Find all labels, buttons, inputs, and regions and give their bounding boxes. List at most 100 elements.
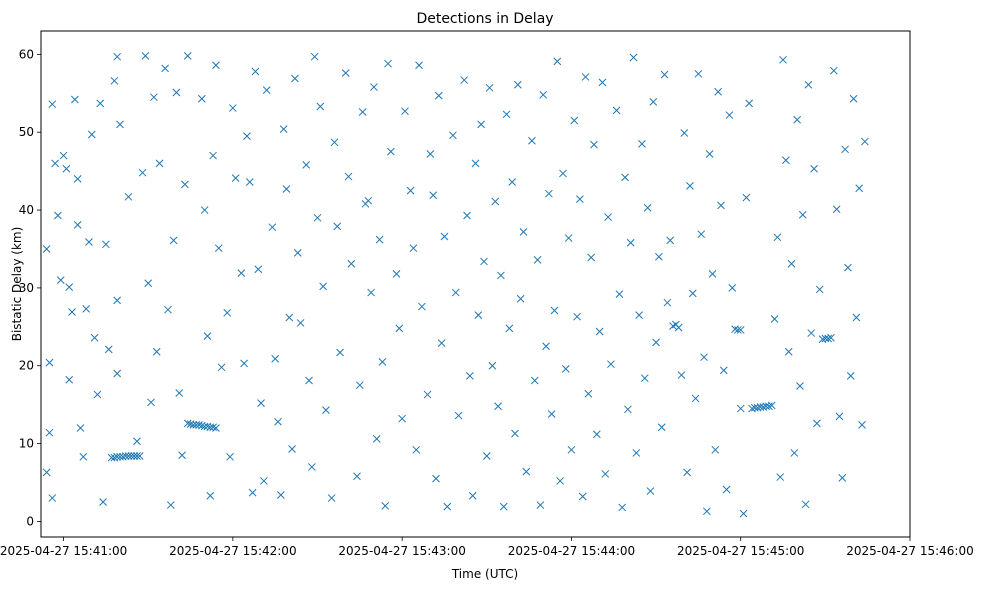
data-point — [310, 52, 319, 61]
data-point — [728, 284, 737, 292]
data-point — [93, 390, 102, 399]
data-point — [502, 110, 511, 119]
data-point — [124, 192, 133, 201]
data-point — [604, 213, 612, 221]
data-point — [779, 55, 787, 64]
data-point — [203, 332, 212, 341]
data-point — [127, 452, 136, 460]
data-point — [516, 294, 525, 303]
data-point — [237, 269, 246, 277]
data-point — [99, 498, 107, 506]
data-point — [248, 488, 257, 497]
data-point — [584, 389, 593, 398]
data-point — [508, 178, 517, 186]
data-point — [48, 100, 57, 109]
data-point — [262, 86, 271, 95]
data-point — [175, 389, 184, 397]
data-point — [226, 452, 234, 461]
data-point — [48, 494, 57, 502]
data-point — [434, 91, 443, 100]
data-point — [686, 182, 694, 190]
data-point — [245, 178, 254, 186]
data-point — [657, 423, 666, 432]
data-point — [144, 279, 153, 288]
data-point — [643, 203, 652, 212]
data-point — [285, 313, 294, 322]
data-point — [485, 83, 494, 92]
data-point — [291, 74, 299, 83]
data-point — [45, 358, 54, 367]
data-point — [56, 276, 65, 284]
data-point — [466, 372, 474, 380]
data-point — [150, 93, 158, 102]
data-point — [835, 412, 844, 421]
data-point — [810, 164, 818, 173]
data-point — [90, 333, 99, 342]
x-tick-label: 2025-04-27 15:44:00 — [508, 544, 635, 558]
x-axis: 2025-04-27 15:41:00 2025-04-27 15:42:00 20… — [0, 537, 974, 558]
data-point — [629, 53, 638, 62]
data-point — [206, 491, 215, 500]
data-point — [626, 238, 635, 247]
data-point — [528, 136, 536, 145]
data-point — [353, 472, 361, 481]
data-point — [719, 366, 728, 375]
data-point — [530, 376, 539, 385]
data-point — [116, 120, 124, 129]
data-point — [497, 271, 505, 280]
data-point — [736, 404, 745, 413]
data-point — [550, 306, 559, 315]
data-point — [426, 150, 435, 158]
y-tick-label: 50 — [19, 125, 34, 139]
data-point — [813, 419, 821, 428]
data-point — [700, 353, 708, 362]
data-point — [209, 151, 217, 160]
data-point — [838, 473, 847, 482]
data-point — [330, 138, 339, 147]
data-point — [375, 235, 384, 244]
data-point — [305, 376, 313, 385]
data-point — [274, 417, 282, 426]
y-tick-label: 60 — [19, 47, 34, 61]
data-point — [556, 477, 564, 485]
x-tick-label: 2025-04-27 15:45:00 — [677, 544, 804, 558]
data-point — [76, 424, 85, 432]
x-axis-label: Time (UTC) — [451, 567, 518, 581]
data-point — [451, 288, 460, 297]
data-point — [164, 305, 172, 314]
data-point — [141, 52, 150, 60]
data-point — [214, 244, 223, 253]
data-point — [640, 374, 649, 383]
data-point — [288, 445, 296, 453]
data-point — [533, 256, 542, 264]
data-point — [82, 305, 90, 313]
data-point — [197, 94, 206, 103]
data-point — [135, 452, 144, 460]
y-tick-label: 40 — [19, 203, 34, 217]
data-point — [432, 474, 440, 483]
data-point — [409, 244, 418, 253]
data-point — [705, 150, 714, 158]
data-point — [725, 111, 734, 119]
data-point — [471, 159, 480, 168]
data-point — [522, 467, 531, 476]
data-point — [646, 487, 655, 495]
data-point — [601, 470, 610, 478]
data-point — [113, 452, 122, 461]
data-point — [621, 173, 629, 182]
data-point — [412, 445, 421, 454]
data-point — [570, 116, 579, 125]
data-point — [454, 411, 463, 420]
data-point — [505, 324, 514, 333]
data-point — [511, 429, 519, 438]
data-point — [243, 132, 251, 140]
data-point — [477, 120, 485, 129]
data-point — [655, 252, 663, 261]
data-point — [773, 233, 782, 242]
data-point — [666, 236, 675, 245]
data-point — [147, 398, 155, 407]
data-point — [71, 95, 79, 104]
data-point — [367, 288, 375, 297]
x-tick-label: 2025-04-27 15:41:00 — [0, 544, 127, 558]
